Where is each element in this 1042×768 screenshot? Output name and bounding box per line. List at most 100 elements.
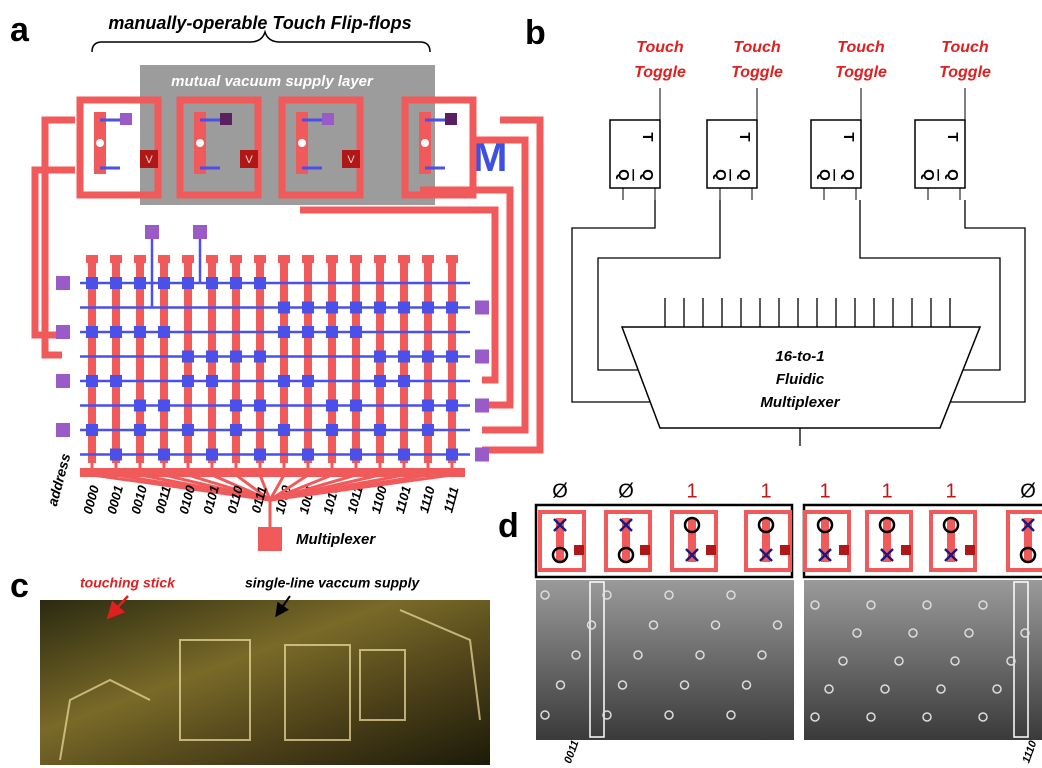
feeder: [35, 170, 75, 335]
valve: [206, 375, 218, 387]
valve: [86, 277, 98, 289]
toggle-label: Touch: [733, 39, 781, 56]
valve: [326, 400, 338, 412]
port: [322, 113, 334, 125]
valve: [254, 400, 266, 412]
mini-valve: [574, 545, 584, 555]
valve: [158, 277, 170, 289]
valve: [206, 277, 218, 289]
address-label: 0000: [80, 483, 102, 516]
valve: [350, 326, 362, 338]
rail: [304, 258, 312, 463]
mux-port: [258, 527, 282, 551]
port: [220, 113, 232, 125]
rail-cap: [398, 255, 410, 263]
rail-cap: [422, 255, 434, 263]
panel-label: c: [10, 567, 29, 605]
rail-cap: [86, 255, 98, 263]
rail-cap: [302, 255, 314, 263]
valve: [422, 351, 434, 363]
port: [475, 350, 489, 364]
ff-q: Q: [639, 169, 656, 181]
ff-t: T: [736, 132, 753, 141]
valve: [182, 375, 194, 387]
address-label: 0010: [128, 483, 150, 516]
ff-t: T: [840, 132, 857, 141]
mini-valve: [965, 545, 975, 555]
valve: [398, 302, 410, 314]
rail-cap: [350, 255, 362, 263]
valve: [134, 326, 146, 338]
toggle-label: Toggle: [731, 64, 783, 81]
valve: [182, 277, 194, 289]
flipflop-node: [298, 139, 306, 147]
rail-cap: [110, 255, 122, 263]
mini-valve: [780, 545, 790, 555]
valve: [350, 449, 362, 461]
panel-label: a: [10, 11, 30, 49]
ff-qbar: Q: [615, 169, 632, 181]
rail-cap: [446, 255, 458, 263]
rail-cap: [158, 255, 170, 263]
output-label: Multiplexer: [296, 531, 376, 548]
ff-q: Q: [944, 169, 961, 181]
toggle-label: Toggle: [939, 64, 991, 81]
rail-bus: [80, 468, 465, 477]
valve: [254, 277, 266, 289]
valve: [374, 424, 386, 436]
ff-qbar: Q: [920, 169, 937, 181]
valve: [374, 375, 386, 387]
panel-label: b: [525, 14, 546, 52]
flipflop-node: [196, 139, 204, 147]
valve: [422, 302, 434, 314]
valve: [110, 449, 122, 461]
rail-cap: [254, 255, 266, 263]
valve: [254, 449, 266, 461]
port: [445, 113, 457, 125]
toggle-label: Touch: [941, 39, 989, 56]
valve: [350, 400, 362, 412]
state-label: Ø: [552, 480, 568, 502]
valve: [398, 351, 410, 363]
valve: [254, 351, 266, 363]
port: [145, 225, 159, 239]
address-label: 1110: [416, 484, 438, 515]
valve: [302, 326, 314, 338]
state-label: 1: [686, 480, 697, 502]
address-label: 0011: [152, 484, 174, 515]
address-label: 0001: [104, 484, 126, 516]
rail-cap: [206, 255, 218, 263]
panel-title: manually-operable Touch Flip-flops: [108, 13, 411, 33]
annotation: touching stick: [80, 575, 176, 591]
mux-label: Multiplexer: [760, 394, 840, 411]
valve: [398, 375, 410, 387]
state-label: 1: [760, 480, 771, 502]
valve: [182, 351, 194, 363]
address-label: 0011: [562, 739, 581, 765]
valve: [350, 302, 362, 314]
port: [475, 399, 489, 413]
state-label: 1: [945, 480, 956, 502]
valve: [326, 326, 338, 338]
valve: [134, 424, 146, 436]
ff-q: Q: [840, 169, 857, 181]
mini-valve: [839, 545, 849, 555]
state-label: 1: [881, 480, 892, 502]
valve: [158, 400, 170, 412]
photo: [40, 600, 490, 765]
mux-label: Fluidic: [776, 371, 825, 388]
address-label: 1100: [368, 484, 390, 516]
board: [536, 505, 792, 577]
valve: [230, 400, 242, 412]
valve: [302, 375, 314, 387]
valve: [230, 424, 242, 436]
valve: [110, 326, 122, 338]
valve: [374, 351, 386, 363]
feeder: [45, 120, 75, 355]
valve: [134, 277, 146, 289]
mini-valve: [901, 545, 911, 555]
valve: [158, 326, 170, 338]
valve-label: V: [245, 154, 253, 166]
mini-valve: [640, 545, 650, 555]
rail: [352, 258, 360, 463]
